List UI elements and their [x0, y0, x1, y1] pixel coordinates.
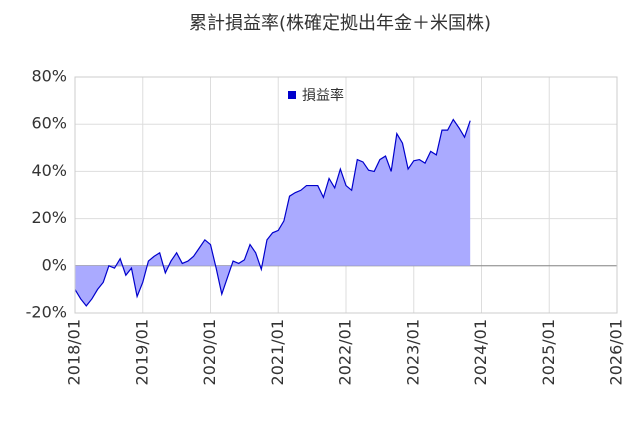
- x-tick-label: 2022/01: [336, 319, 355, 385]
- legend-label: 損益率: [302, 87, 344, 104]
- x-tick-label: 2019/01: [132, 319, 151, 385]
- line: [74, 118, 471, 307]
- x-tick-label: 2025/01: [539, 319, 558, 385]
- chart-title: 累計損益率(株確定拠出年金＋米国株): [189, 13, 491, 34]
- y-tick-label: 40%: [31, 161, 67, 180]
- y-tick-label: 60%: [31, 114, 67, 133]
- y-tick-label: 0%: [42, 255, 67, 274]
- x-tick-label: 2024/01: [471, 319, 490, 385]
- plot-frame: [74, 76, 618, 314]
- area: [75, 119, 471, 306]
- x-tick-label: 2023/01: [403, 319, 422, 385]
- legend-swatch: [288, 91, 296, 99]
- x-tick-label: 2026/01: [607, 319, 626, 385]
- x-tick-label: 2020/01: [200, 319, 219, 385]
- y-tick-label: 80%: [31, 67, 67, 86]
- x-tick-label: 2021/01: [268, 319, 287, 385]
- y-tick-label: 20%: [31, 208, 67, 227]
- x-tick-label: 2018/01: [65, 319, 84, 385]
- y-tick-label: -20%: [26, 303, 67, 322]
